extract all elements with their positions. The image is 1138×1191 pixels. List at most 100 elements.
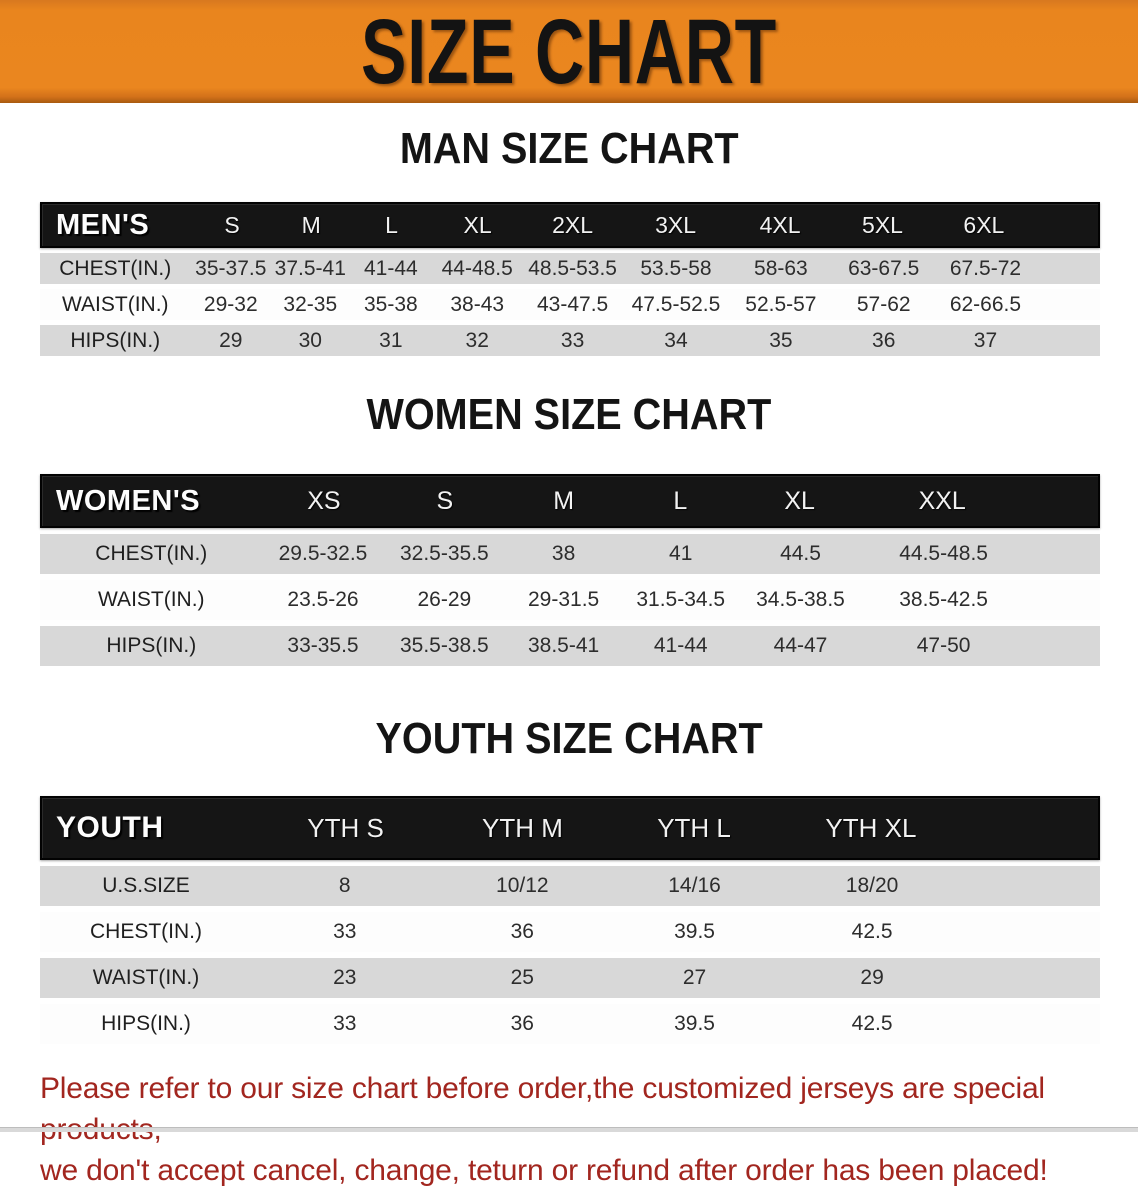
size-value-cell: 36	[510, 1012, 534, 1035]
size-value-cell: 34.5-38.5	[756, 588, 845, 611]
size-column-header: YTH M	[482, 812, 563, 843]
size-value-cell: 52.5-57	[745, 292, 817, 316]
size-value-cell: 44.5	[780, 542, 821, 565]
size-column-header: XS	[307, 486, 341, 515]
size-value-cell: 36	[510, 920, 534, 943]
measurement-row-label: U.S.SIZE	[102, 874, 190, 897]
size-value-cell: 47.5-52.5	[631, 292, 721, 316]
disclaimer-line-2: we don't accept cancel, change, teturn o…	[40, 1154, 1048, 1187]
size-value-cell: 29	[219, 328, 243, 352]
size-column-header: M	[553, 486, 575, 515]
size-column-header: S	[224, 211, 240, 238]
size-value-cell: 63-67.5	[848, 256, 920, 280]
size-value-cell: 26-29	[417, 588, 472, 611]
size-value-cell: 31.5-34.5	[636, 588, 726, 611]
size-value-cell: 41-44	[363, 256, 418, 280]
size-value-cell: 38-43	[450, 292, 505, 316]
size-value-cell: 38	[551, 542, 576, 565]
size-value-cell: 23.5-26	[287, 588, 359, 611]
size-value-cell: 25	[510, 966, 534, 989]
table-row: HIPS(IN.) 33-35.5 35.5-38.5 38.5-41 41-44 44-…	[40, 626, 1100, 666]
banner: SIZE CHART	[0, 0, 1138, 103]
size-value-cell: 42.5	[851, 920, 893, 943]
size-column-header: L	[385, 211, 398, 238]
size-value-cell: 30	[298, 328, 322, 352]
size-column-header: L	[673, 486, 688, 515]
size-value-cell: 23	[333, 966, 357, 989]
size-value-cell: 62-66.5	[949, 292, 1022, 316]
size-value-cell: 42.5	[851, 1012, 893, 1035]
size-value-cell: 34	[664, 328, 688, 352]
size-column-header: 5XL	[862, 211, 903, 238]
size-value-cell: 48.5-53.5	[528, 256, 617, 280]
size-value-cell: 58-63	[754, 256, 808, 280]
size-value-cell: 35-38	[363, 292, 418, 316]
size-column-header: YTH L	[657, 812, 731, 843]
size-value-cell: 41	[669, 542, 693, 565]
table-row: WAIST(IN.) 29-32 32-35 35-38 38-43 43-47.5 47.…	[40, 289, 1100, 320]
size-column-header: XXL	[918, 486, 966, 515]
table-header: WOMEN'S XS S M L XL XXL	[40, 474, 1100, 528]
size-value-cell: 39.5	[674, 920, 715, 943]
size-column-header: 2XL	[552, 211, 594, 238]
youth-section-heading-text: YOUTH SIZE CHART	[375, 714, 763, 763]
size-value-cell: 43-47.5	[536, 292, 609, 316]
size-value-cell: 37.5-41	[274, 256, 346, 280]
size-value-cell: 32	[465, 328, 489, 352]
men-section-heading: MAN SIZE CHART	[0, 126, 1138, 182]
size-value-cell: 37	[973, 328, 998, 352]
size-value-cell: 32.5-35.5	[399, 542, 489, 565]
table-row: HIPS(IN.) 33 36 39.5 42.5	[40, 1004, 1100, 1044]
size-value-cell: 8	[338, 874, 351, 897]
measurement-row-label: WAIST(IN.)	[98, 588, 205, 611]
youth-section-heading: YOUTH SIZE CHART	[0, 716, 1138, 772]
measurement-row-label: CHEST(IN.)	[95, 542, 208, 565]
table-header: YOUTH YTH S YTH M YTH L YTH XL	[40, 796, 1100, 860]
size-value-cell: 29	[860, 966, 884, 989]
women-section-heading-text: WOMEN SIZE CHART	[366, 390, 772, 439]
size-column-header: 4XL	[759, 211, 801, 238]
table-title-label: WOMEN'S	[56, 484, 201, 517]
size-column-header: XL	[463, 211, 492, 238]
size-value-cell: 35.5-38.5	[399, 634, 489, 657]
table-title-label: YOUTH	[56, 811, 164, 844]
table-header: MEN'S S M L XL 2XL 3XL 4XL 5XL 6XL	[40, 202, 1100, 248]
size-value-cell: 38.5-42.5	[899, 588, 988, 611]
size-value-cell: 32-35	[283, 292, 338, 316]
size-value-cell: 33	[333, 1012, 357, 1035]
size-value-cell: 39.5	[674, 1012, 715, 1035]
size-value-cell: 41-44	[653, 634, 708, 657]
table-title-label: MEN'S	[56, 208, 150, 241]
size-value-cell: 14/16	[668, 874, 721, 897]
size-value-cell: 33	[333, 920, 357, 943]
size-value-cell: 29-32	[203, 292, 258, 316]
size-value-cell: 38.5-41	[527, 634, 600, 657]
measurement-row-label: CHEST(IN.)	[59, 256, 172, 280]
table-row: WAIST(IN.) 23 25 27 29	[40, 958, 1100, 998]
size-value-cell: 35-37.5	[195, 256, 267, 280]
size-value-cell: 35	[769, 328, 793, 352]
size-column-header: S	[436, 486, 454, 515]
size-value-cell: 18/20	[845, 874, 899, 897]
table-row: CHEST(IN.) 35-37.5 37.5-41 41-44 44-48.5 48.5…	[40, 253, 1100, 284]
size-value-cell: 44.5-48.5	[899, 542, 988, 565]
bottom-strip	[0, 1127, 1138, 1132]
youth-size-table: YOUTH YTH S YTH M YTH L YTH XL U.S.SIZE 8 10/1…	[40, 796, 1100, 1044]
size-column-header: 6XL	[963, 211, 1005, 238]
measurement-row-label: HIPS(IN.)	[106, 634, 197, 657]
size-value-cell: 29.5-32.5	[278, 542, 368, 565]
size-value-cell: 47-50	[916, 634, 971, 657]
measurement-row-label: WAIST(IN.)	[92, 966, 200, 989]
size-value-cell: 44-47	[773, 634, 828, 657]
table-row: HIPS(IN.) 29 30 31 32 33 34 35 36 37	[40, 325, 1100, 356]
size-value-cell: 33-35.5	[287, 634, 359, 657]
size-value-cell: 27	[682, 966, 707, 989]
table-row: CHEST(IN.) 33 36 39.5 42.5	[40, 912, 1100, 952]
size-column-header: YTH S	[307, 812, 384, 843]
women-section-heading: WOMEN SIZE CHART	[0, 392, 1138, 448]
size-column-header: YTH XL	[825, 812, 917, 843]
table-row: CHEST(IN.) 29.5-32.5 32.5-35.5 38 41 44.5 44.5…	[40, 534, 1100, 574]
disclaimer-line-1: Please refer to our size chart before or…	[40, 1072, 1045, 1146]
size-value-cell: 31	[379, 328, 403, 352]
